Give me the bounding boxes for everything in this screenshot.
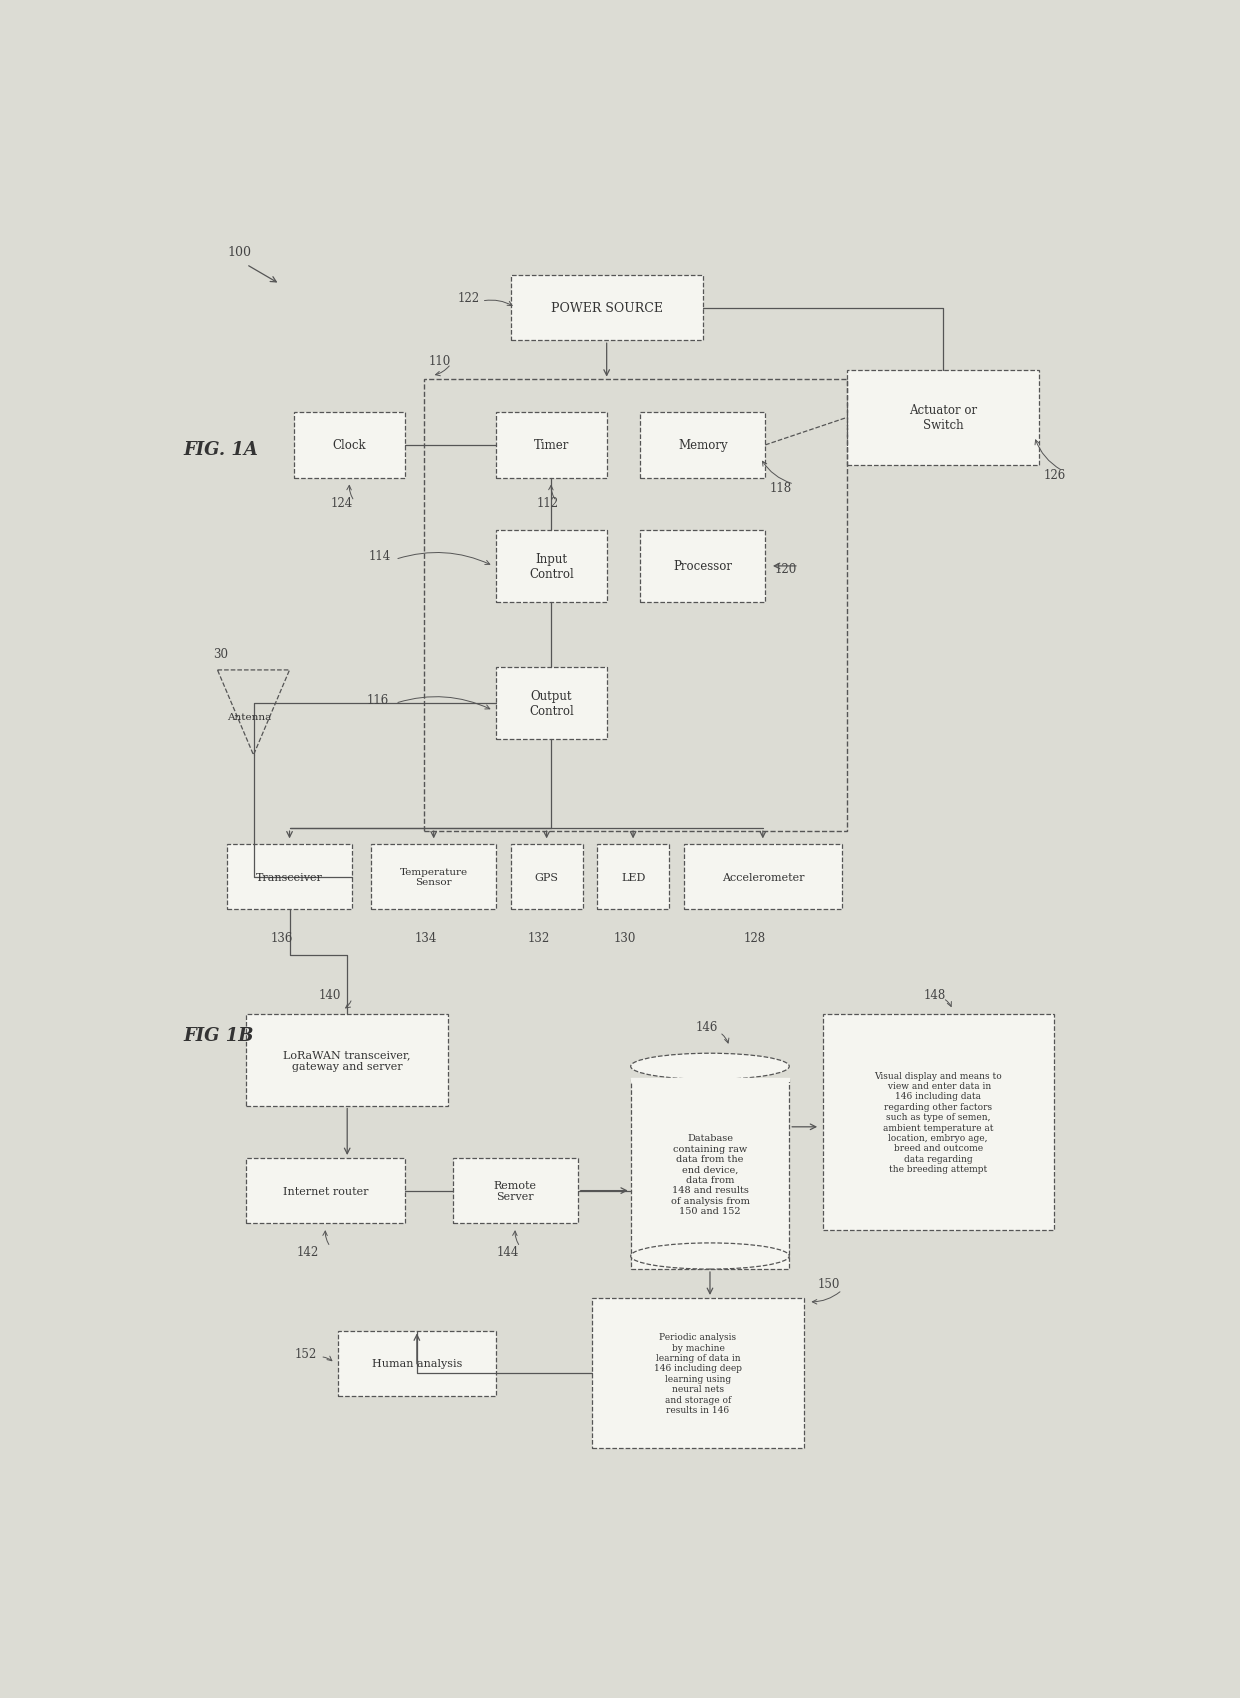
FancyBboxPatch shape (247, 1014, 448, 1105)
Text: FIG. 1A: FIG. 1A (184, 441, 259, 458)
FancyBboxPatch shape (593, 1297, 804, 1448)
Text: 100: 100 (227, 246, 250, 260)
FancyBboxPatch shape (511, 844, 583, 910)
Text: 134: 134 (414, 931, 436, 944)
Text: 126: 126 (1044, 469, 1066, 481)
Text: 110: 110 (429, 355, 451, 367)
Text: Input
Control: Input Control (529, 552, 574, 581)
FancyBboxPatch shape (247, 1158, 404, 1224)
FancyBboxPatch shape (596, 844, 670, 910)
Text: 130: 130 (614, 931, 636, 944)
FancyBboxPatch shape (294, 413, 404, 479)
Text: LED: LED (621, 873, 645, 881)
Text: 122: 122 (458, 292, 480, 306)
Text: Output
Control: Output Control (529, 689, 574, 718)
Text: Internet router: Internet router (283, 1185, 368, 1195)
Text: 144: 144 (496, 1245, 518, 1258)
FancyBboxPatch shape (337, 1331, 496, 1396)
Ellipse shape (631, 1243, 789, 1270)
Text: Antenna: Antenna (227, 713, 270, 722)
Text: Remote
Server: Remote Server (494, 1180, 537, 1202)
FancyBboxPatch shape (371, 844, 496, 910)
FancyBboxPatch shape (227, 844, 352, 910)
Text: 132: 132 (527, 931, 549, 944)
FancyBboxPatch shape (631, 1080, 789, 1270)
Text: 136: 136 (270, 931, 293, 944)
Text: 124: 124 (330, 498, 352, 509)
Text: Human analysis: Human analysis (372, 1358, 463, 1369)
Ellipse shape (631, 1053, 789, 1080)
Text: FIG 1B: FIG 1B (184, 1027, 254, 1044)
FancyBboxPatch shape (823, 1014, 1054, 1229)
Text: Periodic analysis
by machine
learning of data in
146 including deep
learning usi: Periodic analysis by machine learning of… (653, 1333, 742, 1414)
Text: Database
containing raw
data from the
end device,
data from
148 and results
of a: Database containing raw data from the en… (671, 1134, 749, 1216)
Text: Temperature
Sensor: Temperature Sensor (399, 868, 467, 886)
Text: 148: 148 (924, 988, 946, 1002)
FancyBboxPatch shape (511, 275, 703, 341)
Text: GPS: GPS (534, 873, 558, 881)
Text: Memory: Memory (678, 440, 728, 452)
Text: Timer: Timer (533, 440, 569, 452)
Text: 152: 152 (294, 1347, 316, 1360)
FancyBboxPatch shape (496, 530, 606, 603)
Text: 112: 112 (537, 498, 559, 509)
Text: Accelerometer: Accelerometer (722, 873, 804, 881)
Text: 140: 140 (319, 988, 341, 1002)
Text: 146: 146 (696, 1020, 718, 1032)
Text: Actuator or
Switch: Actuator or Switch (909, 404, 977, 433)
Text: 142: 142 (296, 1245, 319, 1258)
FancyBboxPatch shape (640, 530, 765, 603)
Text: 114: 114 (368, 550, 391, 564)
Text: Processor: Processor (673, 560, 733, 574)
FancyBboxPatch shape (847, 372, 1039, 465)
Text: 30: 30 (213, 647, 228, 661)
FancyBboxPatch shape (496, 413, 606, 479)
Text: 116: 116 (367, 694, 388, 706)
Text: 120: 120 (775, 564, 797, 576)
Text: 118: 118 (770, 482, 792, 494)
Text: LoRaWAN transceiver,
gateway and server: LoRaWAN transceiver, gateway and server (284, 1049, 410, 1071)
FancyBboxPatch shape (496, 667, 606, 740)
Text: 128: 128 (744, 931, 766, 944)
FancyBboxPatch shape (453, 1158, 578, 1224)
Text: Clock: Clock (332, 440, 366, 452)
Text: Transceiver: Transceiver (257, 873, 322, 881)
Text: POWER SOURCE: POWER SOURCE (551, 302, 662, 314)
Text: Visual display and means to
 view and enter data in
146 including data
regarding: Visual display and means to view and ent… (874, 1071, 1002, 1173)
FancyBboxPatch shape (640, 413, 765, 479)
Text: 150: 150 (818, 1277, 841, 1290)
FancyBboxPatch shape (683, 844, 842, 910)
